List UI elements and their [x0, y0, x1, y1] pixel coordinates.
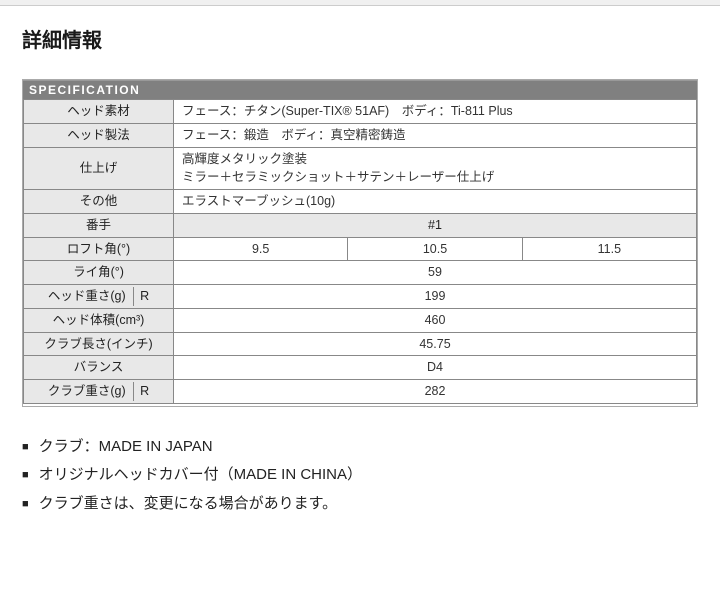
- spec-container: SPECIFICATION ヘッド素材 フェース：チタン(Super-TIX® …: [22, 79, 698, 407]
- notes-list: クラブ：MADE IN JAPAN オリジナルヘッドカバー付（MADE IN C…: [22, 433, 698, 519]
- spec-table: ヘッド素材 フェース：チタン(Super-TIX® 51AF) ボディ：Ti-8…: [23, 99, 697, 404]
- row-label: ロフト角(°): [24, 237, 174, 261]
- row-value: 460: [174, 308, 697, 332]
- table-row: ライ角(°) 59: [24, 261, 697, 285]
- row-label: その他: [24, 190, 174, 214]
- row-sublabel: R: [133, 382, 149, 401]
- spec-table-body: ヘッド素材 フェース：チタン(Super-TIX® 51AF) ボディ：Ti-8…: [24, 100, 697, 404]
- row-label: ヘッド製法: [24, 123, 174, 147]
- row-value: 282: [174, 380, 697, 404]
- table-row: ロフト角(°) 9.5 10.5 11.5: [24, 237, 697, 261]
- row-label: ライ角(°): [24, 261, 174, 285]
- row-value: 11.5: [522, 237, 696, 261]
- row-label: ヘッド重さ(g) R: [24, 285, 174, 309]
- row-label: ヘッド素材: [24, 100, 174, 124]
- row-value: 199: [174, 285, 697, 309]
- table-row-number: 番手 #1: [24, 213, 697, 237]
- row-value: 10.5: [348, 237, 522, 261]
- row-label: ヘッド体積(cm³): [24, 308, 174, 332]
- row-label: クラブ重さ(g) R: [24, 380, 174, 404]
- row-value: D4: [174, 356, 697, 380]
- table-row: クラブ重さ(g) R 282: [24, 380, 697, 404]
- table-row: バランス D4: [24, 356, 697, 380]
- row-value: 59: [174, 261, 697, 285]
- list-item: オリジナルヘッドカバー付（MADE IN CHINA）: [22, 461, 698, 490]
- spec-header: SPECIFICATION: [23, 80, 697, 99]
- row-value: フェース：鍛造 ボディ：真空精密鋳造: [174, 123, 697, 147]
- row-label: 仕上げ: [24, 147, 174, 190]
- row-value: エラストマーブッシュ(10g): [174, 190, 697, 214]
- table-row: ヘッド素材 フェース：チタン(Super-TIX® 51AF) ボディ：Ti-8…: [24, 100, 697, 124]
- table-row: 仕上げ 高輝度メタリック塗装 ミラー＋セラミックショット＋サテン＋レーザー仕上げ: [24, 147, 697, 190]
- table-row: その他 エラストマーブッシュ(10g): [24, 190, 697, 214]
- table-row: ヘッド体積(cm³) 460: [24, 308, 697, 332]
- row-label-text: クラブ重さ(g): [48, 384, 126, 398]
- list-item: クラブ：MADE IN JAPAN: [22, 433, 698, 462]
- list-item: クラブ重さは、変更になる場合があります。: [22, 490, 698, 519]
- table-row: ヘッド製法 フェース：鍛造 ボディ：真空精密鋳造: [24, 123, 697, 147]
- row-value: 高輝度メタリック塗装 ミラー＋セラミックショット＋サテン＋レーザー仕上げ: [174, 147, 697, 190]
- row-sublabel: R: [133, 287, 149, 306]
- row-label-text: ヘッド重さ(g): [48, 289, 126, 303]
- row-value: 45.75: [174, 332, 697, 356]
- row-label: 番手: [24, 213, 174, 237]
- content-area: 詳細情報 SPECIFICATION ヘッド素材 フェース：チタン(Super-…: [0, 6, 720, 536]
- table-row: クラブ長さ(インチ) 45.75: [24, 332, 697, 356]
- row-label: バランス: [24, 356, 174, 380]
- row-value: フェース：チタン(Super-TIX® 51AF) ボディ：Ti-811 Plu…: [174, 100, 697, 124]
- row-value: 9.5: [174, 237, 348, 261]
- page-title: 詳細情報: [22, 24, 698, 53]
- row-value: #1: [174, 213, 697, 237]
- row-label: クラブ長さ(インチ): [24, 332, 174, 356]
- table-row: ヘッド重さ(g) R 199: [24, 285, 697, 309]
